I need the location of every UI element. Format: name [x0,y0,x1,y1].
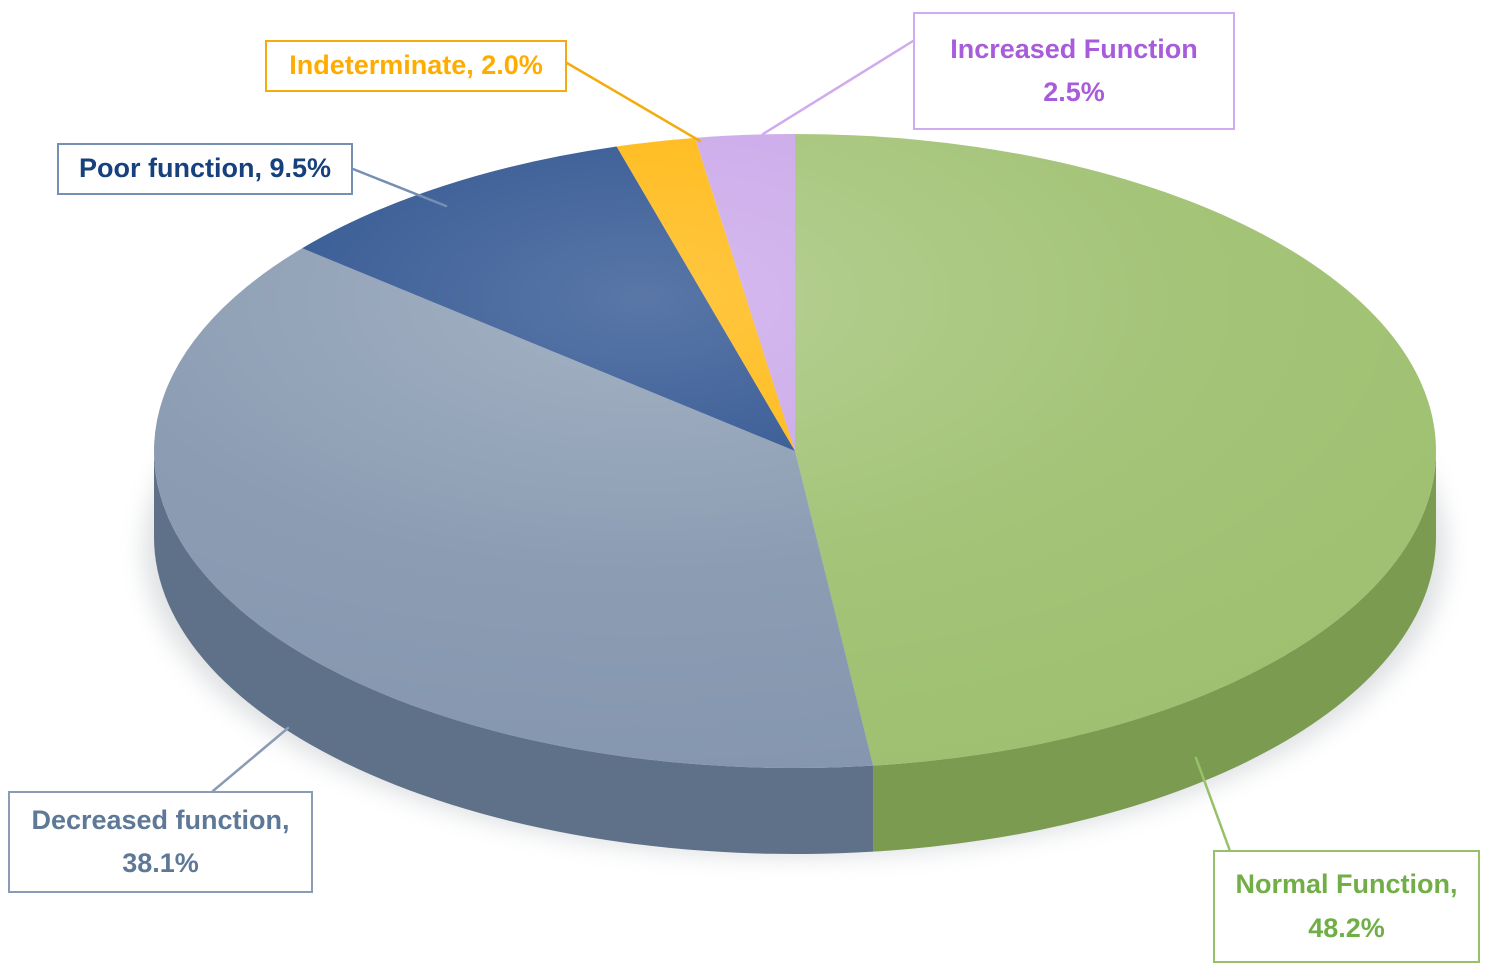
pie-rim-normal-function [873,451,1436,852]
pie-sheen [154,134,1436,768]
callout-increased-function: Increased Function 2.5% [913,12,1235,130]
callout-normal-value: 48.2% [1308,912,1385,943]
callout-normal-function: Normal Function, 48.2% [1213,850,1480,963]
callout-increased-value: 2.5% [1043,77,1105,107]
leader-line-poor [351,167,448,208]
callout-decreased-label: Decreased function, [31,804,290,835]
callout-poor-label: Poor function, 9.5% [78,153,332,184]
callout-poor-function: Poor function, 9.5% [57,143,353,195]
callout-indeterminate-label: Indeterminate, 2.0% [289,50,543,81]
leader-line-increased [761,39,915,136]
leader-line-indeterminate [565,61,702,143]
callout-decreased-function: Decreased function, 38.1% [8,791,313,893]
leader-line-normal [1194,756,1232,853]
callout-normal-label: Normal Function, [1235,869,1458,900]
callout-decreased-value: 38.1% [122,848,199,878]
callout-indeterminate: Indeterminate, 2.0% [265,40,567,92]
leader-line-decreased [211,726,290,793]
callout-increased-label: Increased Function [950,33,1198,64]
pie-rim-decreased-function [154,451,874,854]
